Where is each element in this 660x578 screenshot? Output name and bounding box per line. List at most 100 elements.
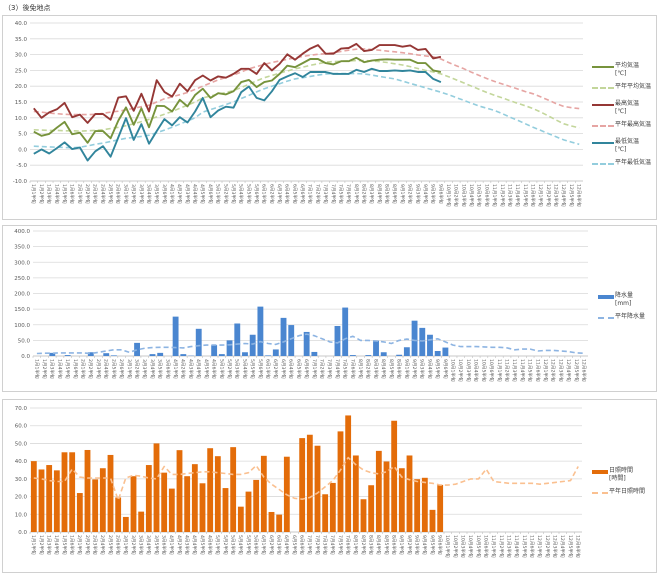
bar-日照時間 — [222, 488, 229, 532]
y-tick-label: 50.0 — [15, 441, 28, 447]
x-tick-label: 10月6半旬 — [488, 359, 495, 382]
x-tick-label: 1月3半旬 — [46, 184, 53, 204]
x-tick-label: 11月6半旬 — [529, 535, 536, 558]
x-tick-label: 4月2半旬 — [176, 535, 183, 555]
x-tick-label: 11月3半旬 — [506, 535, 513, 558]
x-tick-label: 1月1半旬 — [30, 184, 37, 204]
line-平均気温 — [33, 56, 442, 144]
x-tick-label: 9月2半旬 — [411, 359, 418, 379]
x-tick-label: 3月2半旬 — [130, 535, 137, 555]
bar-日照時間 — [61, 452, 68, 532]
x-tick-label: 3月5半旬 — [157, 359, 164, 379]
bar-降水量 — [226, 340, 233, 356]
x-tick-label: 12月4半旬 — [559, 535, 566, 558]
x-tick-label: 3月4半旬 — [149, 359, 156, 379]
x-tick-label: 10月5半旬 — [480, 359, 487, 382]
x-tick-label: 4月6半旬 — [207, 535, 214, 555]
x-tick-label: 2月5半旬 — [110, 359, 117, 379]
x-tick-label: 12月1半旬 — [542, 359, 549, 382]
x-tick-label: 12月2半旬 — [544, 535, 551, 558]
x-tick-label: 4月6半旬 — [207, 184, 214, 204]
x-tick-label: 3月2半旬 — [130, 184, 137, 204]
x-tick-label: 7月6半旬 — [345, 184, 352, 204]
x-tick-label: 12月1半旬 — [536, 535, 543, 558]
bar-降水量 — [311, 351, 318, 356]
sunshine-legend: 日照時間 [時間] 平年日照時間 — [592, 467, 645, 501]
bar-日照時間 — [414, 479, 421, 532]
legend-swatch — [592, 86, 614, 89]
bar-降水量 — [218, 354, 225, 356]
legend-max-temp: 最高気温 [℃] — [592, 100, 651, 116]
x-tick-label: 12月3半旬 — [553, 184, 560, 207]
legend-unit: [℃] — [615, 70, 627, 77]
bar-日照時間 — [237, 506, 244, 532]
x-tick-label: 9月2半旬 — [407, 184, 414, 204]
x-tick-label: 12月5半旬 — [567, 535, 574, 558]
y-tick-label: 0.0 — [18, 530, 27, 536]
x-tick-label: 4月1半旬 — [168, 184, 175, 204]
bar-日照時間 — [322, 494, 329, 532]
x-tick-label: 6月2半旬 — [268, 184, 275, 204]
bar-日照時間 — [429, 509, 436, 532]
x-tick-label: 4月3半旬 — [184, 535, 191, 555]
line-平年降水量 — [36, 333, 585, 355]
x-tick-label: 8月3半旬 — [368, 535, 375, 555]
bar-降水量 — [103, 353, 110, 356]
x-tick-label: 3月3半旬 — [141, 359, 148, 379]
x-tick-label: 3月1半旬 — [122, 535, 129, 555]
x-tick-label: 12月2半旬 — [545, 184, 552, 207]
x-tick-label: 10月4半旬 — [467, 535, 474, 558]
x-tick-label: 8月4半旬 — [375, 535, 382, 555]
x-tick-label: 12月6半旬 — [581, 359, 588, 382]
x-tick-label: 8月6半旬 — [396, 359, 403, 379]
x-tick-label: 6月6半旬 — [303, 359, 310, 379]
x-tick-label: 12月3半旬 — [552, 535, 559, 558]
bar-日照時間 — [130, 476, 137, 532]
x-tick-label: 10月2半旬 — [453, 184, 460, 207]
bar-日照時間 — [46, 465, 53, 532]
bar-日照時間 — [214, 456, 221, 532]
bar-降水量 — [134, 342, 140, 356]
bar-降水量 — [265, 355, 272, 356]
x-tick-label: 6月6半旬 — [299, 535, 306, 555]
legend-label: 降水量 — [615, 292, 634, 299]
x-tick-label: 9月5半旬 — [430, 184, 437, 204]
x-tick-label: 7月5半旬 — [337, 535, 344, 555]
x-tick-label: 5月1半旬 — [218, 359, 225, 379]
x-tick-label: 7月3半旬 — [326, 359, 333, 379]
bar-降水量 — [334, 326, 341, 356]
x-tick-label: 4月1半旬 — [168, 535, 175, 555]
bar-降水量 — [411, 320, 418, 356]
bar-日照時間 — [345, 415, 352, 532]
y-tick-label: 0.0 — [18, 147, 27, 153]
x-tick-label: 2月2半旬 — [84, 535, 91, 555]
bar-日照時間 — [253, 479, 260, 532]
legend-unit: [時間] — [609, 475, 626, 482]
x-tick-label: 10月1半旬 — [445, 184, 452, 207]
x-tick-label: 7月2半旬 — [314, 184, 321, 204]
x-tick-label: 2月1半旬 — [76, 184, 83, 204]
x-tick-label: 9月1半旬 — [398, 535, 405, 555]
bar-日照時間 — [30, 461, 37, 532]
x-tick-label: 9月2半旬 — [406, 535, 413, 555]
y-tick-label: -10.0 — [13, 179, 28, 185]
y-tick-label: 30.0 — [15, 53, 28, 59]
x-tick-label: 9月3半旬 — [414, 184, 421, 204]
x-tick-label: 5月3半旬 — [234, 359, 241, 379]
x-tick-label: 3月5半旬 — [153, 184, 160, 204]
x-tick-label: 11月4半旬 — [514, 184, 521, 207]
x-tick-label: 11月4半旬 — [519, 359, 526, 382]
x-tick-label: 7月3半旬 — [322, 184, 329, 204]
x-tick-label: 1月5半旬 — [64, 359, 71, 379]
bar-降水量 — [272, 349, 279, 356]
bar-日照時間 — [191, 464, 198, 532]
bar-降水量 — [365, 355, 372, 356]
x-tick-label: 3月6半旬 — [161, 535, 168, 555]
y-tick-label: 350.0 — [14, 245, 30, 251]
y-tick-label: 300.0 — [14, 260, 30, 266]
x-tick-label: 2月1半旬 — [76, 535, 83, 555]
bar-日照時間 — [260, 455, 267, 532]
x-tick-label: 1月4半旬 — [56, 359, 63, 379]
x-tick-label: 4月3半旬 — [184, 184, 191, 204]
x-tick-label: 8月1半旬 — [353, 184, 360, 204]
